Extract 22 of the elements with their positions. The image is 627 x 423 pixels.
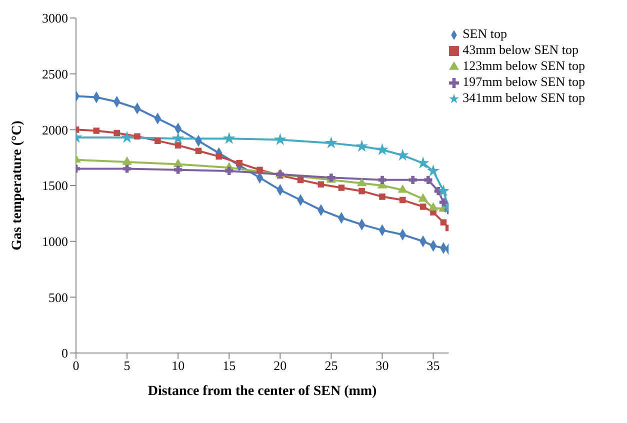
x-tick-label: 20 [274,358,287,374]
legend-label: 43mm below SEN top [462,42,578,57]
y-tick-label: 0 [62,346,68,361]
y-tick-label: 2500 [42,66,68,82]
legend-label: SEN top [462,26,507,41]
x-tick-label: 5 [124,358,130,374]
x-tick-label: 35 [426,358,440,374]
y-tick-label: 1000 [42,234,68,249]
legend-label: 123mm below SEN top [462,58,585,73]
x-axis-title: Distance from the center of SEN (mm) [148,384,378,399]
y-tick-label: 500 [48,290,68,305]
legend-label: 197mm below SEN top [462,74,585,89]
y-tick-label: 3000 [42,10,68,26]
y-tick-label: 1500 [42,178,68,194]
x-tick-label: 30 [376,358,389,374]
x-tick-label: 0 [72,358,80,374]
x-tick-label: 10 [172,358,185,374]
y-axis-title: Gas temperature (°C) [10,120,25,250]
y-tick-label: 2000 [42,122,68,138]
legend-label: 341mm below SEN top [462,90,585,105]
x-tick-label: 25 [324,358,338,374]
x-tick-label: 15 [222,358,236,374]
